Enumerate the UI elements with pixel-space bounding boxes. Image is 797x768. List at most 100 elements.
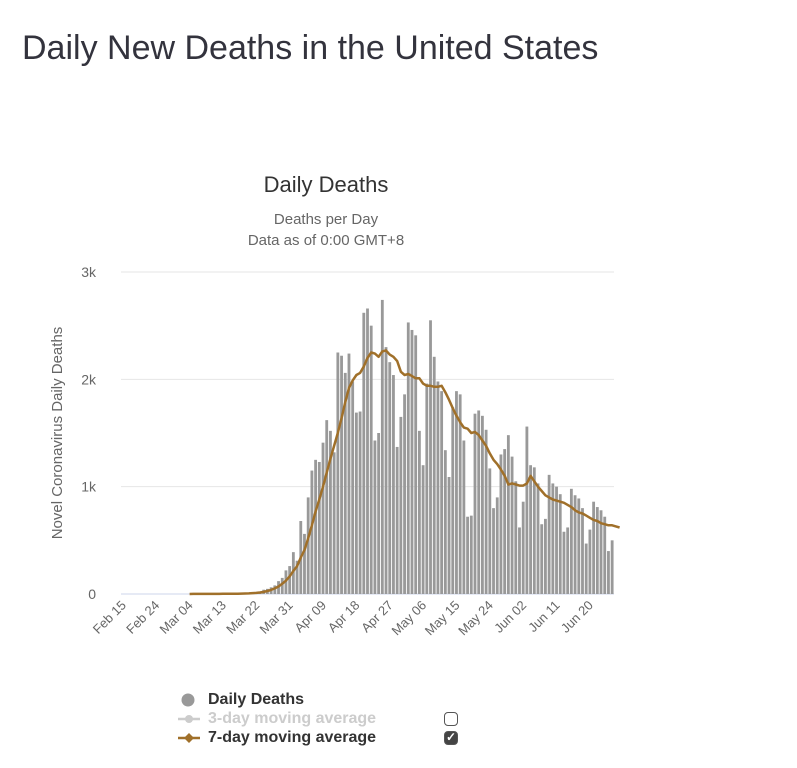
bar[interactable] (525, 426, 529, 594)
bar[interactable] (521, 501, 525, 594)
bar[interactable] (295, 560, 299, 594)
toggle-7-day-checkbox[interactable]: ✓ (444, 730, 458, 745)
bar[interactable] (432, 356, 436, 594)
bar[interactable] (577, 498, 581, 594)
bar[interactable] (466, 516, 469, 594)
bar[interactable] (566, 527, 570, 594)
bar[interactable] (303, 533, 306, 594)
bar[interactable] (373, 440, 377, 594)
bar[interactable] (340, 355, 343, 594)
bar[interactable] (447, 477, 451, 594)
legend-item-daily-deaths[interactable]: Daily Deaths (178, 690, 376, 709)
bar[interactable] (347, 353, 351, 594)
bar[interactable] (569, 488, 573, 594)
bar[interactable] (455, 391, 458, 594)
bar[interactable] (417, 430, 421, 594)
bar[interactable] (477, 410, 481, 594)
bar[interactable] (495, 497, 499, 594)
bar[interactable] (369, 325, 373, 594)
bar[interactable] (562, 531, 566, 594)
bar[interactable] (332, 452, 336, 594)
bar[interactable] (540, 524, 544, 594)
bar[interactable] (607, 551, 610, 594)
bar[interactable] (425, 383, 429, 594)
bar[interactable] (317, 461, 321, 594)
bar[interactable] (288, 566, 292, 594)
bar[interactable] (329, 430, 332, 594)
bar[interactable] (481, 415, 484, 594)
bar[interactable] (595, 507, 599, 594)
bar[interactable] (492, 508, 495, 594)
bar[interactable] (499, 454, 503, 594)
bar[interactable] (343, 372, 347, 594)
bar[interactable] (551, 483, 555, 594)
bar[interactable] (395, 446, 399, 594)
bar[interactable] (462, 440, 466, 594)
toggle-3-day-checkbox[interactable] (444, 712, 458, 726)
bar[interactable] (451, 407, 455, 594)
bar[interactable] (488, 468, 492, 594)
bar[interactable] (536, 483, 540, 594)
bar[interactable] (392, 375, 395, 594)
bar[interactable] (458, 394, 462, 594)
bar[interactable] (529, 465, 533, 594)
x-tick-label: Mar 31 (257, 598, 296, 637)
x-tick-label: Jun 11 (525, 598, 563, 636)
bar[interactable] (306, 497, 310, 594)
bar[interactable] (406, 322, 410, 594)
bar[interactable] (555, 486, 558, 594)
bar[interactable] (443, 450, 447, 594)
bar[interactable] (403, 394, 406, 594)
bar[interactable] (325, 420, 329, 594)
bar[interactable] (506, 435, 510, 594)
bar[interactable] (310, 470, 314, 594)
bar[interactable] (558, 494, 562, 594)
bar[interactable] (358, 411, 362, 594)
bar[interactable] (510, 456, 514, 594)
page-title: Daily New Deaths in the United States (22, 29, 599, 67)
x-tick-label: Apr 09 (291, 598, 329, 636)
bar[interactable] (544, 518, 547, 594)
bar[interactable] (610, 540, 614, 594)
bar[interactable] (473, 413, 477, 594)
bar[interactable] (429, 320, 432, 594)
x-tick-label: May 15 (422, 598, 463, 639)
bar[interactable] (503, 449, 507, 594)
bar[interactable] (399, 416, 403, 594)
bar[interactable] (436, 381, 440, 594)
legend-label: 3-day moving average (208, 709, 377, 727)
bar[interactable] (518, 527, 521, 594)
bar[interactable] (280, 577, 284, 594)
bar[interactable] (362, 312, 366, 594)
chart-title: Daily Deaths (264, 172, 389, 197)
bar[interactable] (377, 433, 381, 594)
bar[interactable] (547, 474, 551, 594)
bar[interactable] (514, 481, 518, 594)
bar[interactable] (421, 465, 425, 594)
bar[interactable] (484, 429, 488, 594)
bar[interactable] (384, 347, 388, 594)
bar[interactable] (584, 543, 588, 594)
legend-item-3-day-average[interactable]: 3-day moving average (178, 709, 458, 728)
bar[interactable] (410, 329, 414, 594)
bar[interactable] (469, 515, 473, 594)
legend-item-7-day-average[interactable]: 7-day moving average ✓ (178, 728, 458, 747)
bar[interactable] (380, 299, 384, 594)
bar[interactable] (573, 495, 577, 594)
bar[interactable] (354, 412, 358, 594)
bar[interactable] (314, 459, 318, 594)
bar[interactable] (532, 467, 536, 594)
bar[interactable] (581, 508, 584, 594)
bar[interactable] (603, 516, 607, 594)
bar[interactable] (599, 510, 603, 594)
bar[interactable] (414, 335, 418, 594)
bar[interactable] (321, 442, 325, 594)
bar[interactable] (440, 391, 444, 594)
bar[interactable] (336, 352, 340, 595)
bar[interactable] (388, 362, 392, 594)
bar[interactable] (366, 308, 369, 594)
x-tick-label: Jun 02 (491, 598, 529, 636)
bar[interactable] (351, 381, 355, 594)
bar[interactable] (592, 501, 596, 594)
bar[interactable] (588, 529, 592, 594)
